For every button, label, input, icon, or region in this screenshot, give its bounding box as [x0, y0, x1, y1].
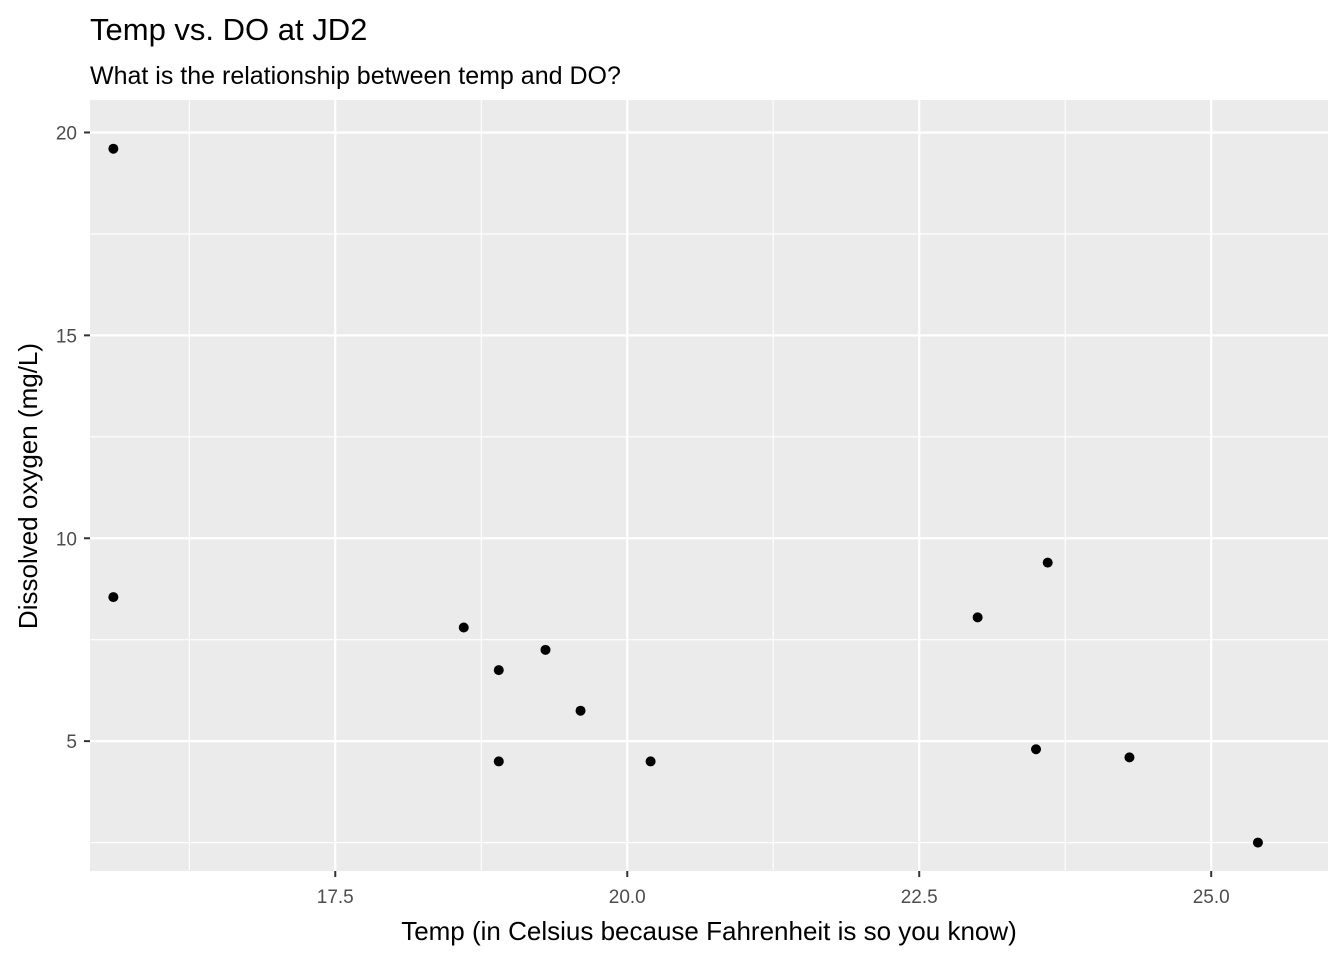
y-tick-label: 5 [66, 732, 77, 753]
data-point [1042, 557, 1053, 568]
data-point [108, 143, 119, 154]
data-point [1252, 837, 1263, 848]
data-point [108, 592, 119, 603]
x-tick-label: 22.5 [901, 887, 938, 908]
minor-gridlines [90, 100, 1328, 871]
y-tick-label: 15 [56, 326, 77, 347]
data-point [540, 644, 551, 655]
data-point [493, 756, 504, 767]
x-axis-title: Temp (in Celsius because Fahrenheit is s… [401, 916, 1017, 946]
plot-panel [90, 100, 1328, 871]
x-tick-label: 20.0 [609, 887, 646, 908]
y-tick-label: 10 [56, 529, 77, 550]
data-points [108, 143, 1263, 848]
x-axis: 17.5 20.0 22.5 25.0 [317, 871, 1230, 908]
y-axis: 5 10 15 20 [56, 123, 90, 753]
data-point [1124, 752, 1135, 763]
data-point [458, 622, 469, 633]
data-point [645, 756, 656, 767]
data-point [1031, 744, 1042, 755]
y-axis-title: Dissolved oxygen (mg/L) [13, 343, 43, 629]
y-tick-label: 20 [56, 123, 77, 144]
x-tick-label: 25.0 [1193, 887, 1230, 908]
data-point [493, 665, 504, 676]
x-tick-label: 17.5 [317, 887, 354, 908]
chart-subtitle: What is the relationship between temp an… [90, 62, 621, 90]
chart-title: Temp vs. DO at JD2 [90, 12, 367, 47]
major-gridlines [90, 100, 1328, 871]
data-point [972, 612, 983, 623]
data-point [575, 705, 586, 716]
